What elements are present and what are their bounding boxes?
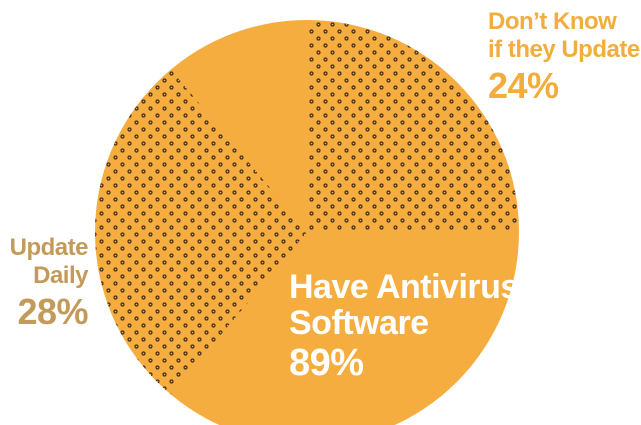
slice-dont-know — [307, 20, 519, 232]
slice-update-daily — [95, 69, 307, 395]
label-have-antivirus-line2: Software — [289, 304, 429, 342]
label-have-antivirus-value: 89% — [289, 342, 364, 384]
label-update-daily-line2: Daily — [33, 262, 88, 289]
label-have-antivirus-line1: Have Antivirus — [289, 268, 519, 306]
label-dont-know-line2: if they Update — [488, 36, 640, 63]
label-dont-know: Don’t Know if they Update 24% — [488, 10, 640, 104]
label-dont-know-value: 24% — [488, 65, 559, 106]
label-have-antivirus: Have Antivirus Software 89% — [289, 270, 519, 382]
label-update-daily-line1: Update — [9, 234, 89, 261]
label-update-daily: Update Daily 28% — [8, 234, 89, 332]
label-dont-know-line1: Don’t Know — [488, 8, 617, 35]
label-update-daily-value: 28% — [17, 291, 88, 332]
